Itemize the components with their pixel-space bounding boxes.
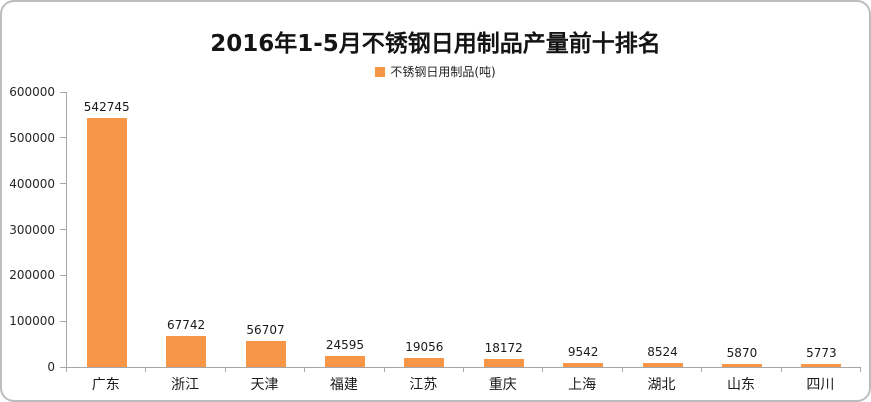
x-axis-category-label: 天津 bbox=[250, 377, 279, 393]
x-axis-category-label: 福建 bbox=[329, 377, 358, 393]
x-axis-category-label: 江苏 bbox=[409, 377, 438, 393]
y-axis: 0 100000 200000 300000 400000 500000 600000 bbox=[2, 85, 66, 374]
legend-label: 不锈钢日用制品(吨) bbox=[390, 65, 496, 79]
bar-slot: 19056 bbox=[385, 92, 464, 367]
y-axis-tick-label: 300000 bbox=[9, 222, 55, 237]
bar-湖北 bbox=[642, 363, 683, 367]
plot-area: 542745 67742 56707 24595 19056 18172 9542 8524 5… bbox=[66, 92, 861, 368]
bar-重庆 bbox=[483, 358, 524, 367]
y-axis-tick-label: 100000 bbox=[9, 314, 55, 329]
bar-value-label: 5773 bbox=[806, 346, 837, 361]
bar-value-label: 19056 bbox=[405, 340, 444, 355]
bar-value-label: 67742 bbox=[167, 317, 206, 332]
legend-swatch-icon bbox=[375, 66, 386, 77]
bar-福建 bbox=[324, 355, 365, 367]
y-axis-tick-mark bbox=[60, 366, 66, 368]
bar-slot: 24595 bbox=[305, 92, 384, 367]
x-axis-tick-mark bbox=[621, 368, 623, 372]
x-axis-tick-mark bbox=[304, 368, 306, 372]
y-axis-tick-mark bbox=[60, 137, 66, 139]
y-axis-tick-mark bbox=[60, 183, 66, 185]
y-axis-tick-mark bbox=[60, 92, 66, 93]
x-axis-tick-mark bbox=[860, 368, 861, 372]
y-axis-tick-mark bbox=[60, 274, 66, 276]
x-axis-tick-mark bbox=[701, 368, 703, 372]
x-axis-tick-mark bbox=[66, 368, 67, 372]
bar-浙江 bbox=[166, 335, 207, 367]
x-axis-ticks bbox=[66, 368, 862, 373]
y-axis-tick-label: 200000 bbox=[9, 268, 55, 283]
bar-slot: 18172 bbox=[464, 92, 543, 367]
bar-value-label: 542745 bbox=[83, 100, 130, 115]
bar-slot: 56707 bbox=[226, 92, 305, 367]
bar-四川 bbox=[801, 364, 842, 367]
chart-title: 2016年1-5月不锈钢日用制品产量前十排名 bbox=[210, 31, 661, 57]
y-axis-tick-label: 600000 bbox=[9, 85, 55, 99]
bar-value-label: 18172 bbox=[484, 340, 523, 355]
x-axis-category-label: 上海 bbox=[568, 377, 597, 393]
x-axis-category-label: 广东 bbox=[91, 377, 120, 393]
bar-slot: 5870 bbox=[702, 92, 781, 367]
bar-value-label: 56707 bbox=[246, 323, 285, 338]
y-axis-tick-mark bbox=[60, 229, 66, 230]
bar-山东 bbox=[721, 364, 762, 367]
bar-value-label: 9542 bbox=[567, 344, 599, 359]
x-axis-category-label: 山东 bbox=[726, 377, 755, 393]
x-axis-tick-mark bbox=[542, 368, 544, 372]
bar-value-label: 5870 bbox=[726, 346, 758, 361]
x-axis-category-label: 重庆 bbox=[488, 377, 517, 393]
x-axis-tick-mark bbox=[383, 368, 385, 372]
y-axis-tick-mark bbox=[60, 320, 66, 322]
bar-广东 bbox=[86, 118, 127, 367]
bar-slot: 542745 bbox=[67, 92, 146, 367]
x-axis-category-label: 湖北 bbox=[647, 377, 676, 393]
bar-天津 bbox=[245, 341, 286, 367]
y-axis-tick-label: 0 bbox=[47, 360, 55, 374]
x-axis-tick-mark bbox=[780, 368, 782, 372]
bar-slot: 5773 bbox=[782, 92, 861, 367]
x-axis-tick-mark bbox=[145, 368, 147, 372]
bar-value-label: 8524 bbox=[647, 345, 678, 360]
x-axis-labels: 广东 浙江 天津 福建 江苏 重庆 上海 湖北 山东 四川 bbox=[66, 374, 860, 394]
bar-slot: 9542 bbox=[543, 92, 622, 367]
y-axis-tick-label: 500000 bbox=[9, 130, 55, 145]
bar-江苏 bbox=[404, 358, 445, 367]
x-axis-category-label: 浙江 bbox=[171, 377, 200, 393]
x-axis-tick-mark bbox=[463, 368, 464, 372]
x-axis-category-label: 四川 bbox=[806, 377, 835, 393]
bar-value-label: 24595 bbox=[325, 337, 365, 352]
bar-上海 bbox=[563, 362, 604, 367]
y-axis-tick-label: 400000 bbox=[9, 176, 55, 191]
bar-slot: 8524 bbox=[623, 92, 702, 367]
x-axis-tick-mark bbox=[224, 368, 226, 372]
bar-slot: 67742 bbox=[146, 92, 225, 367]
legend: 不锈钢日用制品(吨) bbox=[2, 63, 869, 80]
